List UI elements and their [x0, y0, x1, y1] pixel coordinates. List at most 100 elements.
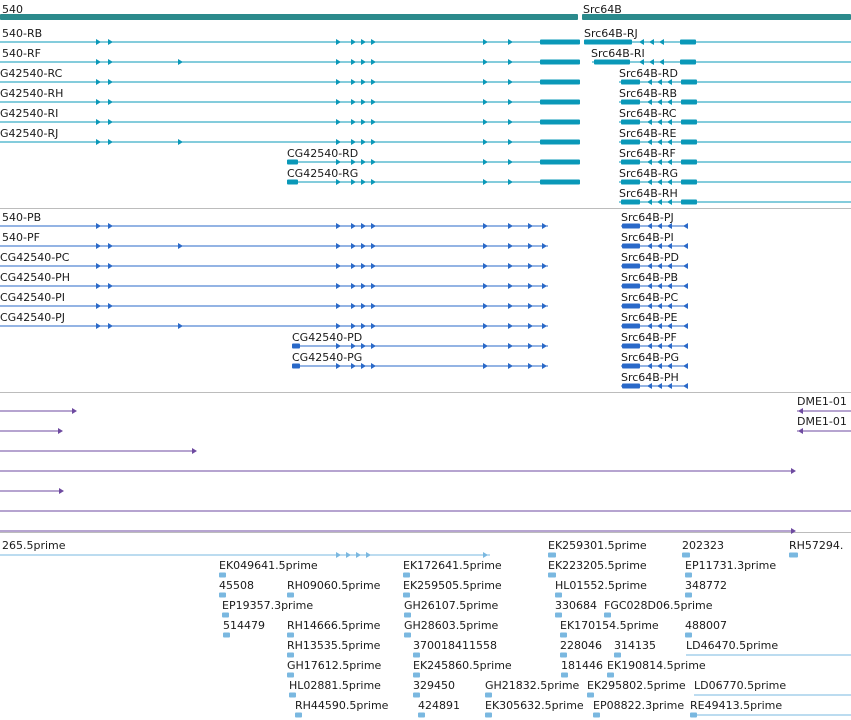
- est-label[interactable]: RH13535.5prime: [287, 639, 381, 652]
- protein-label[interactable]: CG42540-PC: [0, 251, 70, 264]
- est-label[interactable]: 45508: [219, 579, 254, 592]
- transcript-label[interactable]: G42540-RH: [0, 87, 64, 100]
- est-label[interactable]: 329450: [413, 679, 455, 692]
- est-label[interactable]: 202323: [682, 539, 724, 552]
- protein-label[interactable]: CG42540-PJ: [0, 311, 66, 324]
- est-label[interactable]: EK170154.5prime: [560, 619, 659, 632]
- est-label[interactable]: EP08822.3prime: [593, 699, 685, 712]
- protein-label[interactable]: Src64B-PG: [621, 351, 679, 364]
- transcript-label[interactable]: CG42540-RD: [287, 147, 359, 160]
- est-label[interactable]: RH09060.5prime: [287, 579, 381, 592]
- est-label[interactable]: 424891: [418, 699, 460, 712]
- exon-block: [219, 572, 226, 578]
- protein-label[interactable]: CG42540-PG: [292, 351, 363, 364]
- transcript-label[interactable]: Src64B-RJ: [584, 27, 638, 40]
- protein-label[interactable]: Src64B-PB: [621, 271, 679, 284]
- transcript-label[interactable]: Src64B-RG: [619, 167, 678, 180]
- transcript-label[interactable]: Src64B-RD: [619, 67, 678, 80]
- exon-block: [622, 303, 640, 309]
- protein-label[interactable]: CG42540-PH: [0, 271, 71, 284]
- strand-arrow-right: [528, 303, 533, 309]
- transcript-label[interactable]: G42540-RJ: [0, 127, 59, 140]
- est-label[interactable]: GH26107.5prime: [404, 599, 499, 612]
- protein-label[interactable]: CG42540-PI: [0, 291, 66, 304]
- est-label[interactable]: 265.5prime: [2, 539, 66, 552]
- strand-arrow-right: [96, 39, 101, 45]
- est-label[interactable]: EK223205.5prime: [548, 559, 647, 572]
- transcript-label[interactable]: G42540-RC: [0, 67, 63, 80]
- strand-arrow-left: [667, 243, 672, 249]
- transcript-label[interactable]: CG42540-RG: [287, 167, 359, 180]
- protein-label[interactable]: Src64B-PH: [621, 371, 679, 384]
- est-label[interactable]: HL01552.5prime: [555, 579, 647, 592]
- dme-label[interactable]: DME1-01: [797, 415, 847, 428]
- strand-arrow-right: [361, 303, 366, 309]
- est-label[interactable]: 514479: [223, 619, 265, 632]
- protein-label[interactable]: Src64B-PI: [621, 231, 674, 244]
- protein-label[interactable]: Src64B-PF: [621, 331, 677, 344]
- est-label[interactable]: GH28603.5prime: [404, 619, 499, 632]
- transcript-label[interactable]: Src64B-RH: [619, 187, 678, 200]
- protein-label[interactable]: 540-PF: [2, 231, 40, 244]
- est-label[interactable]: LD46470.5prime: [686, 639, 779, 652]
- strand-arrow-right: [361, 179, 366, 185]
- protein-label[interactable]: 540-PB: [2, 211, 42, 224]
- strand-arrow-right: [336, 139, 341, 145]
- est-label[interactable]: FGC028D06.5prime: [604, 599, 713, 612]
- est-label[interactable]: 330684: [555, 599, 597, 612]
- est-label[interactable]: 228046: [560, 639, 602, 652]
- exon-block: [681, 139, 697, 145]
- protein-label[interactable]: CG42540-PD: [292, 331, 363, 344]
- transcript-label[interactable]: 540-RB: [2, 27, 43, 40]
- est-label[interactable]: EP19357.3prime: [222, 599, 314, 612]
- est-label[interactable]: EK172641.5prime: [403, 559, 502, 572]
- est-label[interactable]: HL02881.5prime: [289, 679, 381, 692]
- est-label[interactable]: RE49413.5prime: [690, 699, 783, 712]
- dme-label[interactable]: DME1-01: [797, 395, 847, 408]
- strand-arrow-right: [528, 323, 533, 329]
- est-label[interactable]: EK049641.5prime: [219, 559, 318, 572]
- protein-label[interactable]: Src64B-PE: [621, 311, 678, 324]
- est-label[interactable]: 181446: [561, 659, 603, 672]
- est-label[interactable]: RH57294.: [789, 539, 844, 552]
- est-label[interactable]: 488007: [685, 619, 727, 632]
- est-label[interactable]: EK259301.5prime: [548, 539, 647, 552]
- track-separator: [0, 532, 851, 533]
- est-label[interactable]: LD06770.5prime: [694, 679, 787, 692]
- est-label[interactable]: GH17612.5prime: [287, 659, 382, 672]
- est-label[interactable]: 314135: [614, 639, 656, 652]
- strand-arrow-right: [336, 79, 341, 85]
- transcript-label[interactable]: Src64B-RC: [619, 107, 677, 120]
- transcript-label[interactable]: Src64B-RE: [619, 127, 677, 140]
- transcript-label[interactable]: Src64B-RF: [619, 147, 676, 160]
- est-label[interactable]: EK259505.5prime: [403, 579, 502, 592]
- est-label[interactable]: EP11731.3prime: [685, 559, 777, 572]
- exon-block: [555, 612, 562, 618]
- est-label[interactable]: GH21832.5prime: [485, 679, 580, 692]
- strand-arrow-right: [483, 39, 488, 45]
- protein-label[interactable]: Src64B-PC: [621, 291, 679, 304]
- transcript-label[interactable]: Src64B-RB: [619, 87, 678, 100]
- est-label[interactable]: EK295802.5prime: [587, 679, 686, 692]
- strand-arrow-left: [657, 179, 662, 185]
- est-label[interactable]: 370018411558: [413, 639, 497, 652]
- transcript-label[interactable]: G42540-RI: [0, 107, 59, 120]
- est-label[interactable]: EK190814.5prime: [607, 659, 706, 672]
- exon-block: [680, 59, 696, 65]
- gene-label[interactable]: Src64B: [583, 3, 622, 16]
- est-label[interactable]: 348772: [685, 579, 727, 592]
- transcript-label[interactable]: 540-RF: [2, 47, 41, 60]
- exon-block: [621, 159, 640, 165]
- est-label[interactable]: RH44590.5prime: [295, 699, 389, 712]
- protein-label[interactable]: Src64B-PD: [621, 251, 679, 264]
- strand-arrow-right: [336, 99, 341, 105]
- transcript-label[interactable]: Src64B-RI: [591, 47, 645, 60]
- est-label[interactable]: EK305632.5prime: [485, 699, 584, 712]
- strand-arrow-right: [96, 323, 101, 329]
- est-label[interactable]: EK245860.5prime: [413, 659, 512, 672]
- strand-arrow-right: [351, 223, 356, 229]
- est-label[interactable]: RH14666.5prime: [287, 619, 381, 632]
- protein-label[interactable]: Src64B-PJ: [621, 211, 674, 224]
- gene-label[interactable]: 540: [2, 3, 23, 16]
